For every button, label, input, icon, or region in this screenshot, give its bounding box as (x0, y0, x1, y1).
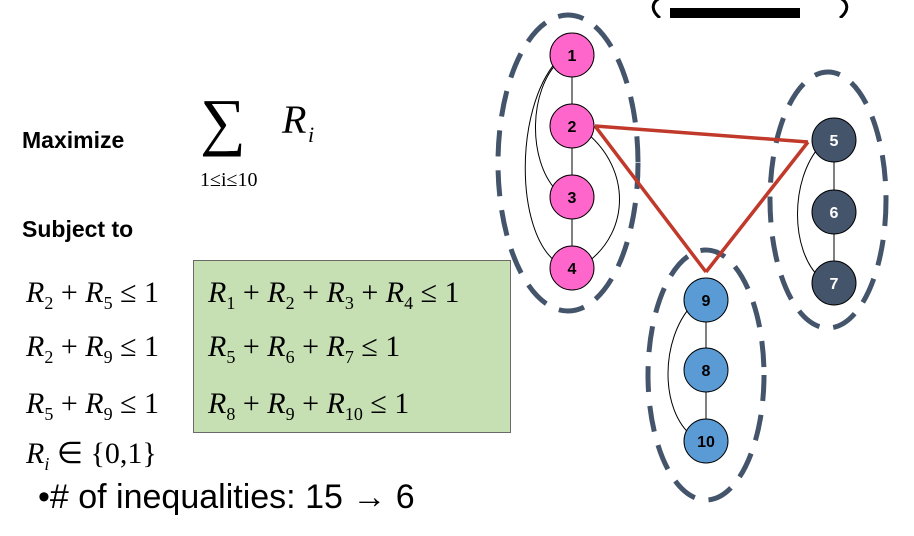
inequality-count-bullet: •# of inequalities: 15 → 6 (38, 478, 415, 516)
constraint-r2-r9: R2 + R9 ≤ 1 (26, 330, 160, 367)
sum-expression: ∑ R i 1≤i≤10 (200, 90, 320, 200)
group-constraints-box (193, 260, 511, 433)
constraint-group-a: R1 + R2 + R3 + R4 ≤ 1 (208, 276, 460, 313)
sum-variable: R (282, 97, 307, 142)
svg-text:9: 9 (702, 293, 711, 310)
sum-symbol: ∑ (200, 86, 246, 157)
node-3: 3 (549, 174, 595, 220)
svg-text:3: 3 (568, 190, 577, 207)
svg-text:8: 8 (702, 363, 711, 380)
sum-subscript: i (308, 122, 315, 147)
svg-text:1: 1 (568, 48, 577, 65)
node-5: 5 (811, 117, 857, 163)
constraint-r2-r5: R2 + R5 ≤ 1 (26, 276, 160, 313)
node-9: 9 (683, 277, 729, 323)
svg-text:2: 2 (568, 119, 577, 136)
svg-text:10: 10 (697, 434, 715, 451)
edge-5-9 (704, 140, 810, 274)
constraint-group-c: R8 + R9 + R10 ≤ 1 (208, 387, 410, 424)
title-fragment (651, 0, 849, 18)
group-b-ellipse (767, 69, 889, 331)
cross-group-edges (593, 124, 810, 274)
sum-range: 1≤i≤10 (200, 169, 258, 191)
node-10: 10 (683, 418, 729, 464)
svg-text:5: 5 (830, 133, 839, 150)
domain-constraint: Ri ∈ {0,1} (26, 437, 157, 474)
node-2: 2 (549, 103, 595, 149)
group-a-ellipse (495, 12, 641, 314)
subject-to-label: Subject to (22, 216, 134, 242)
svg-text:4: 4 (568, 261, 577, 278)
svg-text:7: 7 (830, 276, 839, 293)
svg-text:6: 6 (830, 205, 839, 222)
edge-2-5 (594, 124, 809, 144)
node-6: 6 (811, 189, 857, 235)
node-8: 8 (683, 347, 729, 393)
maximize-label: Maximize (22, 127, 125, 153)
constraint-group-b: R5 + R6 + R7 ≤ 1 (208, 330, 401, 367)
edge-2-9 (593, 124, 708, 274)
group-c-ellipse (645, 247, 767, 503)
node-4: 4 (549, 245, 595, 291)
constraint-r5-r9: R5 + R9 ≤ 1 (26, 387, 160, 424)
group-a-edges (524, 55, 620, 268)
node-7: 7 (811, 260, 857, 306)
node-1: 1 (549, 32, 595, 78)
